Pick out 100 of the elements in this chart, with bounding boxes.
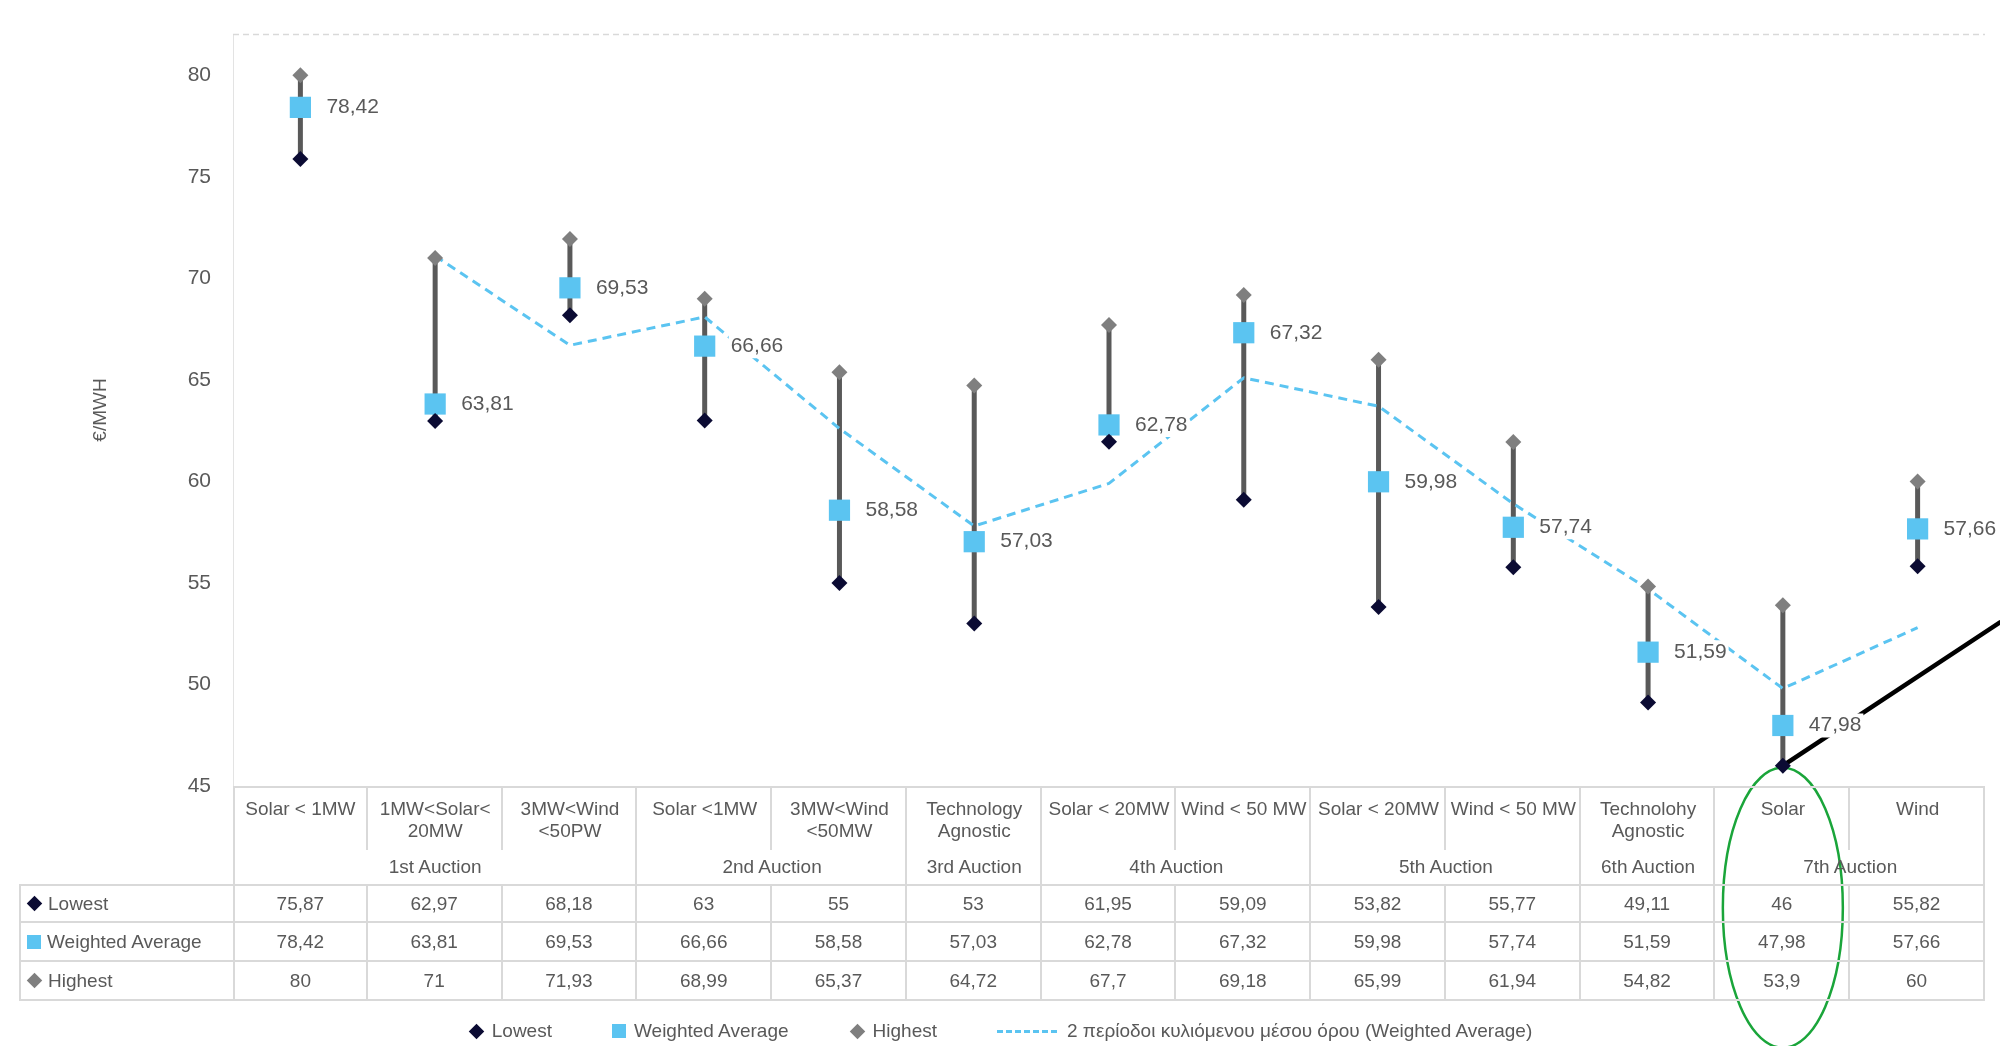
point [1505, 559, 1522, 576]
legend-label: Weighted Average [47, 930, 202, 953]
text: 5th Auction [1397, 855, 1494, 879]
data-label: 66,66 [637, 923, 773, 962]
point [966, 377, 983, 394]
text: 78,42 [326, 94, 379, 118]
text: 51,59 [1674, 638, 1727, 662]
legend-label: Lowest [48, 892, 109, 915]
point [1101, 317, 1117, 334]
x-tick-label: Technology Agnostic [926, 797, 1023, 842]
point [561, 231, 578, 248]
point [1505, 433, 1522, 450]
data-label: 57,74 [1445, 923, 1581, 962]
text: 67,32 [1269, 319, 1323, 343]
x-tick-label: Solar < 20MW [1048, 797, 1170, 819]
text: 1st Auction [387, 855, 483, 879]
x-tick-label: Wind < 50 MW [1450, 797, 1576, 819]
data-label: 71 [367, 962, 503, 1001]
data-label: 57,66 [1850, 923, 1985, 962]
data-label: 47,98 [1715, 923, 1851, 962]
data-label: 62,97 [367, 884, 503, 923]
data-label: 78,42 [233, 923, 368, 962]
point [831, 364, 848, 381]
text: 63,81 [461, 390, 514, 414]
data-label: 55,82 [1850, 884, 1985, 923]
text: 4th Auction [1128, 855, 1225, 879]
point [559, 277, 581, 299]
point [1907, 518, 1929, 540]
x-tick-label: Wind < 50 MW [1181, 797, 1307, 819]
text: 47,98 [1808, 712, 1862, 736]
text: 2nd Auction [721, 855, 823, 879]
point [427, 413, 444, 430]
data-label: 54,82 [1580, 962, 1716, 1001]
text: 57,74 [1539, 514, 1592, 538]
data-label: 65,99 [1311, 962, 1446, 1001]
point [561, 307, 578, 324]
point [694, 335, 716, 357]
data-label: 53,82 [1311, 884, 1446, 923]
x-tick-label: Solar < 1MW [245, 797, 356, 819]
data-label: 69,18 [1176, 962, 1312, 1001]
data-label: 51,59 [1580, 923, 1716, 962]
text: 62,78 [1135, 411, 1188, 435]
data-label: 55 [772, 884, 907, 923]
data-label: 68,99 [637, 962, 773, 1001]
point [1370, 598, 1387, 615]
data-label: 59,09 [1176, 884, 1312, 923]
point [1640, 578, 1657, 595]
data-label: 63 [637, 884, 773, 923]
point [1502, 516, 1524, 538]
legend-label: 2 περίοδοι κυλιόμενου μέσου όρου (Weighted Average) [1066, 1020, 1533, 1042]
point [696, 412, 713, 429]
data-label: 59,98 [1311, 923, 1446, 962]
point [292, 67, 309, 84]
point [1098, 414, 1120, 436]
text: 58,58 [865, 497, 919, 521]
y-tick-label: 55 [187, 569, 211, 593]
legend-label: Highest [48, 969, 113, 992]
data-label: 75,87 [233, 884, 368, 923]
point [1772, 714, 1794, 737]
data-label: 49,11 [1580, 884, 1716, 923]
data-label: 57,03 [906, 923, 1042, 962]
data-label: 58,58 [772, 923, 907, 962]
text: Highest [872, 1020, 937, 1041]
data-label: 62,78 [1041, 923, 1177, 962]
x-tick-label: Technolohy Agnostic [1600, 797, 1697, 842]
point [427, 249, 444, 266]
point [289, 96, 311, 118]
x-tick-label: Solar < 20MW [1318, 797, 1440, 819]
point [1370, 351, 1387, 368]
data-label: 71,93 [502, 962, 638, 1001]
y-tick-label: 45 [187, 772, 211, 796]
text: Lowest [491, 1020, 552, 1041]
point [696, 290, 713, 307]
point [1774, 757, 1791, 774]
text: Weighted Average [633, 1020, 789, 1041]
point [424, 393, 446, 415]
data-label: 80 [233, 962, 368, 1001]
x-tick-label: 1MW<Solar< 20MW [379, 797, 491, 842]
data-label: 55,77 [1445, 884, 1581, 923]
point [292, 151, 309, 168]
point [1101, 433, 1117, 450]
x-tick-label: Solar <1MW [652, 797, 758, 819]
point [1233, 322, 1255, 344]
text: 6th Auction [1600, 855, 1697, 879]
y-tick-label: 70 [187, 265, 211, 289]
point [1774, 597, 1791, 614]
point [963, 531, 985, 553]
y-tick-label: 80 [187, 62, 211, 86]
text: 57,66 [1943, 515, 1997, 539]
data-label: 60 [1850, 962, 1985, 1001]
point [1640, 694, 1657, 711]
text: 59,98 [1404, 468, 1458, 492]
text: 66,66 [730, 332, 784, 356]
point [1637, 641, 1659, 663]
data-label: 53 [906, 884, 1042, 923]
y-axis-title: €/MWH [89, 378, 111, 442]
text: 57,03 [1000, 528, 1053, 552]
y-tick-label: 50 [187, 671, 211, 695]
point [1235, 491, 1252, 508]
y-tick-label: 65 [187, 366, 211, 390]
